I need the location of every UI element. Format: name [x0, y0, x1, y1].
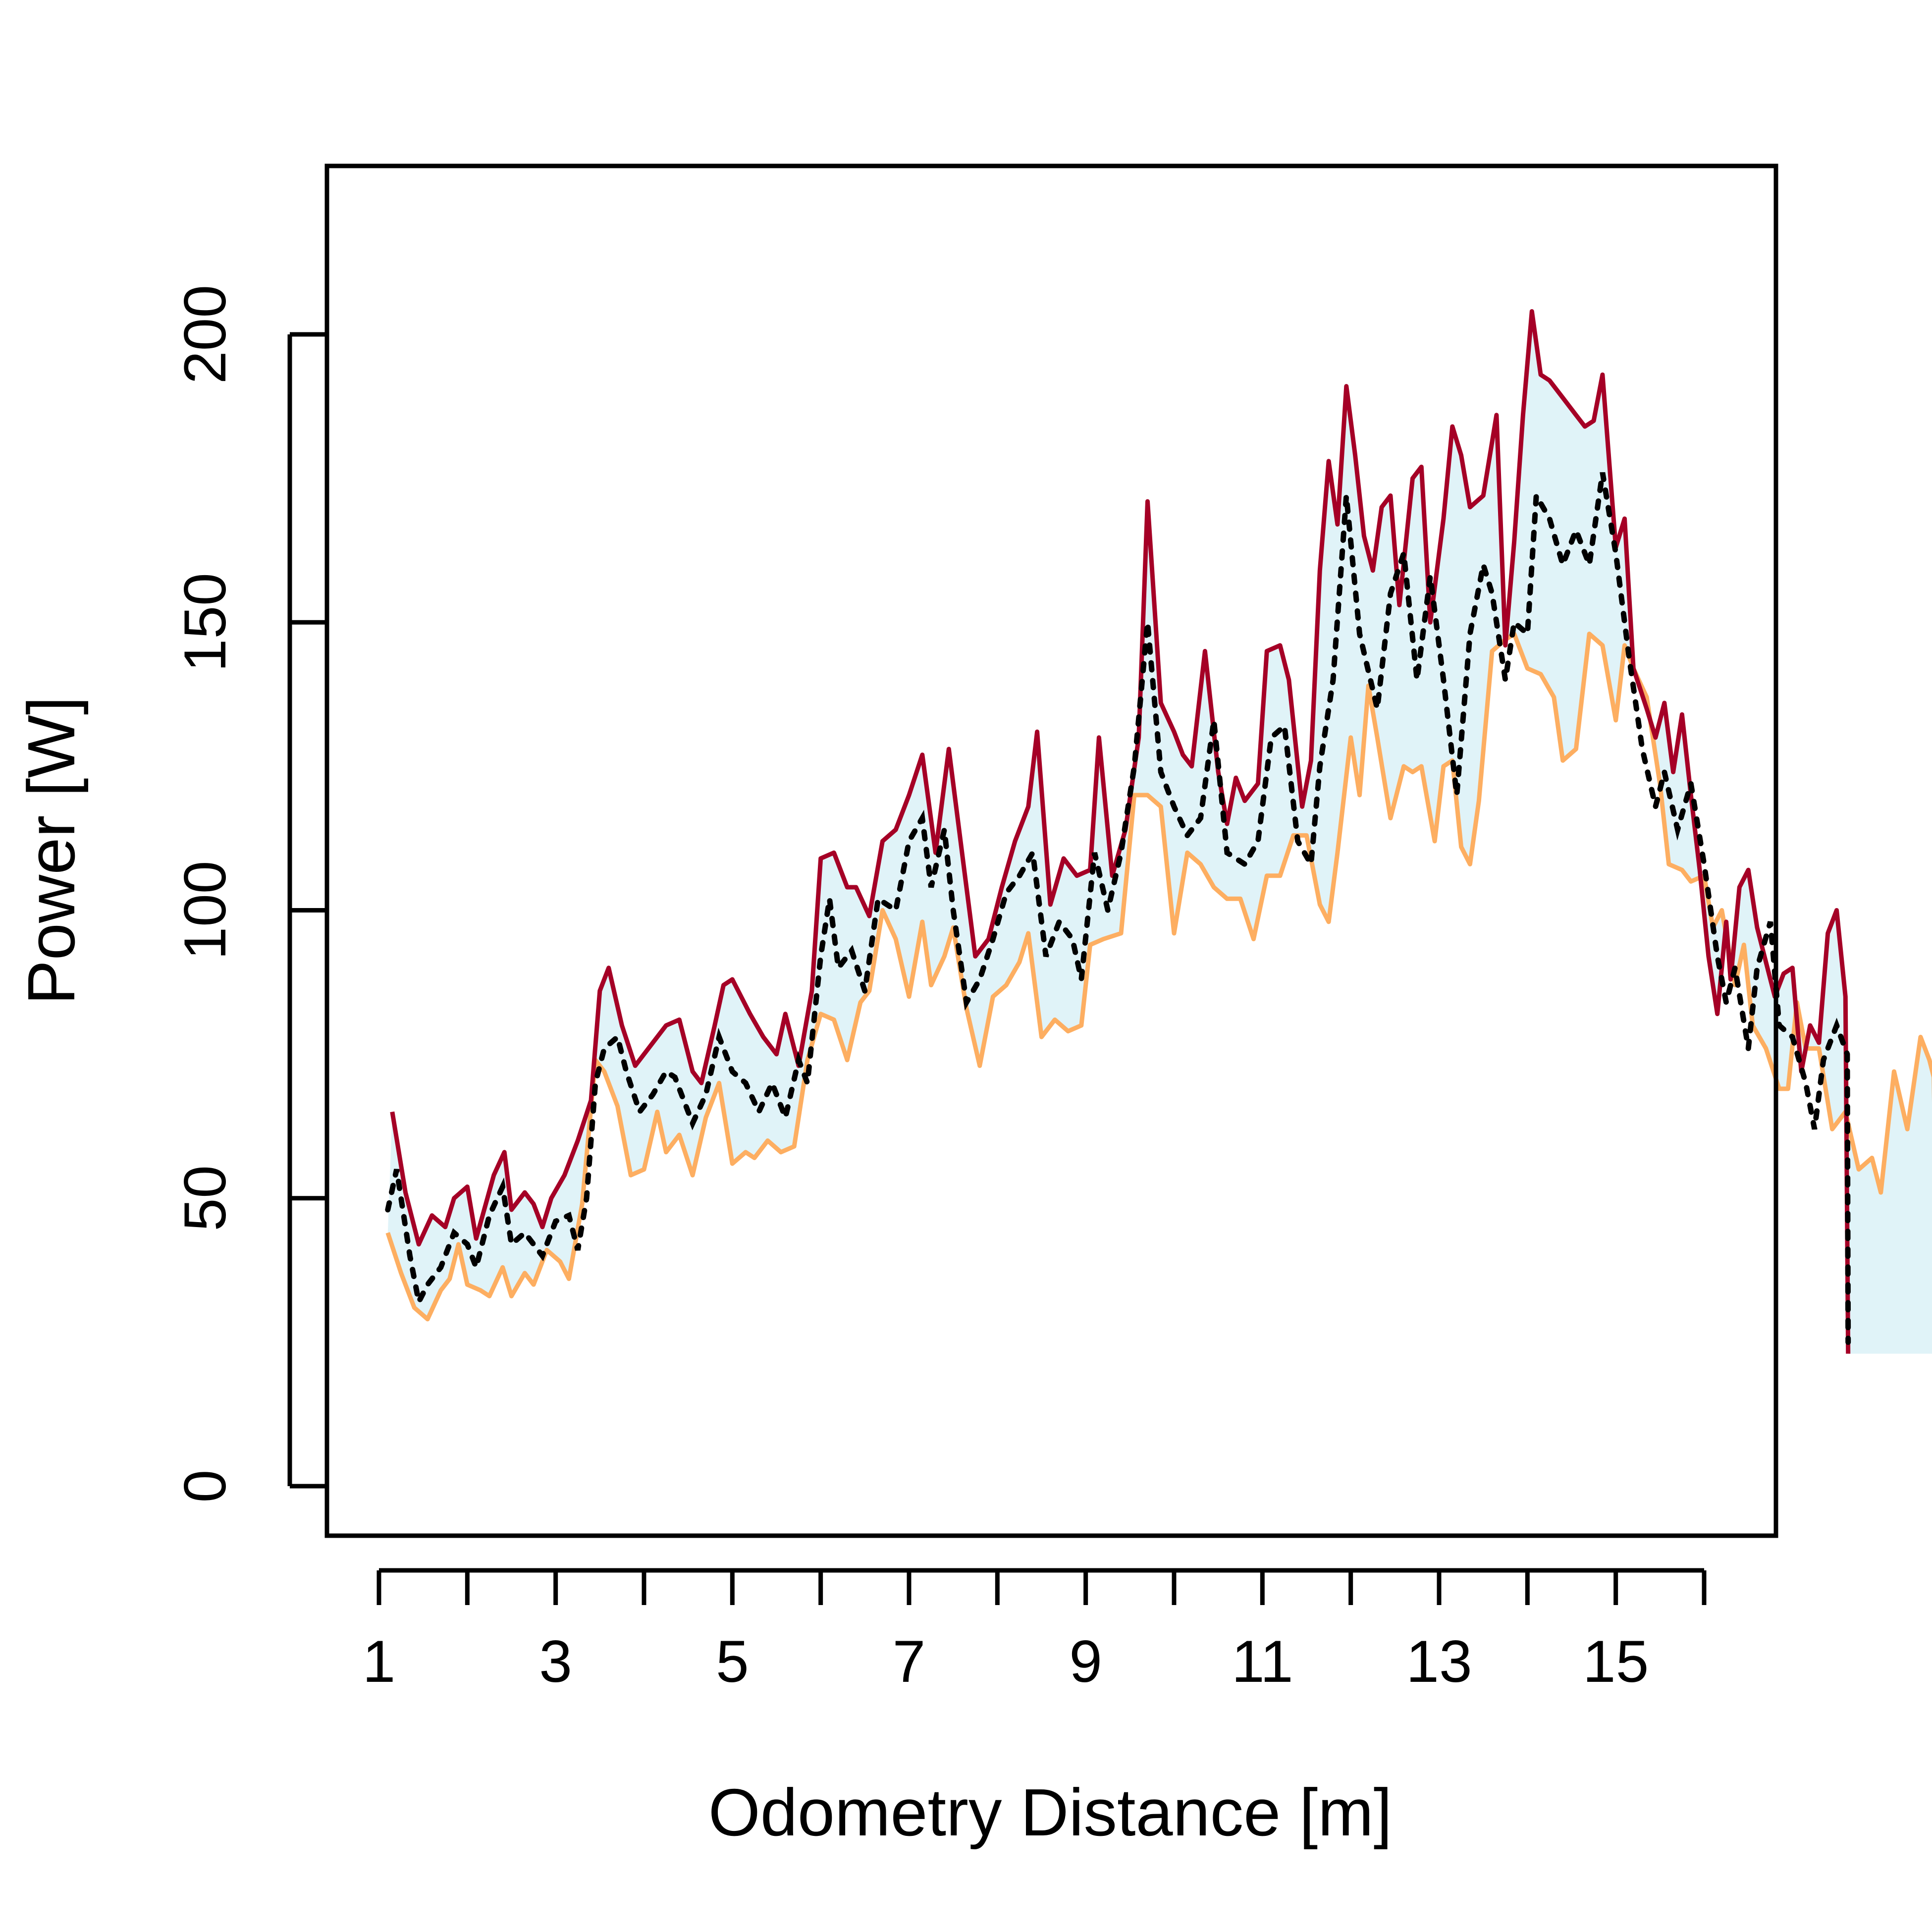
y-tick-label: 100 — [172, 860, 238, 960]
series-layer — [385, 309, 1932, 1354]
y-tick-label: 0 — [172, 1470, 238, 1503]
x-axis: 1 3 5 7 9 11 13 15 — [363, 1568, 1707, 1695]
x-tick-label: 1 — [363, 1628, 396, 1695]
x-tick-label: 7 — [893, 1628, 926, 1695]
y-axis: 0 50 100 150 200 — [172, 285, 327, 1503]
y-tick-label: 150 — [172, 573, 238, 672]
y-tick-label: 50 — [172, 1165, 238, 1231]
mean-line — [385, 472, 1851, 1345]
x-axis-label: Odometry Distance [m] — [708, 1775, 1392, 1850]
x-tick-label: 3 — [539, 1628, 572, 1695]
plot-frame — [324, 163, 1778, 1538]
x-tick-label: 9 — [1069, 1628, 1102, 1695]
x-tick-label: 13 — [1406, 1628, 1472, 1695]
y-axis-label: Power [W] — [14, 697, 89, 1005]
x-tick-label: 5 — [716, 1628, 749, 1695]
uncertainty-band — [387, 311, 1932, 1354]
x-tick-label: 11 — [1232, 1628, 1293, 1695]
upper-bound-line — [390, 309, 1851, 1354]
uncertainty-band-area — [387, 311, 1932, 1354]
x-tick-label: 15 — [1583, 1628, 1649, 1695]
y-tick-label: 200 — [172, 285, 238, 384]
